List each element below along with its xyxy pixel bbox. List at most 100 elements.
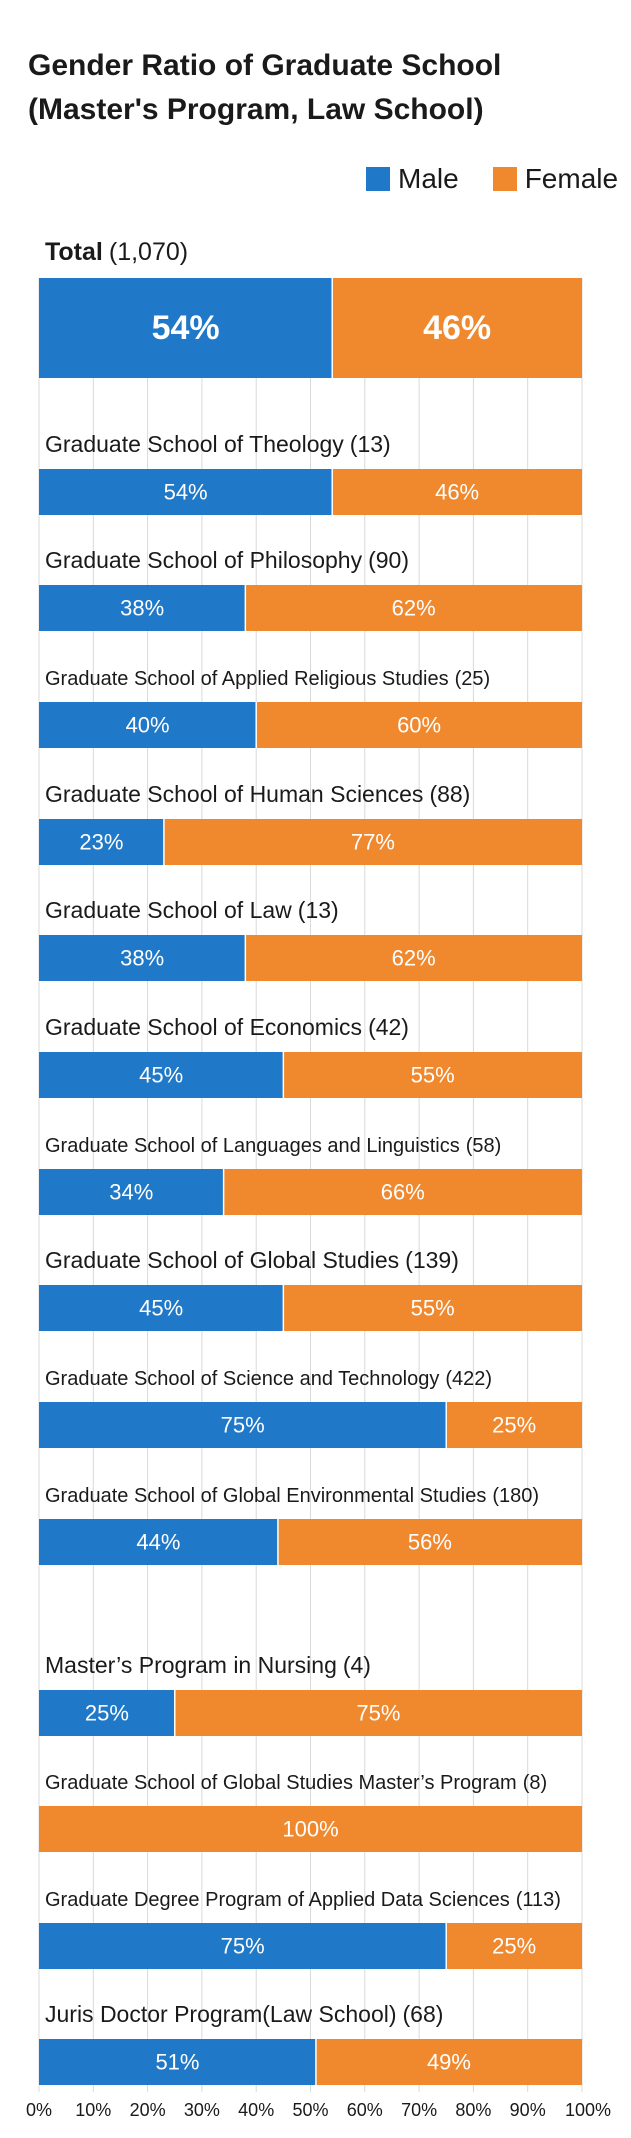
bar-female-10: [277, 1519, 582, 1565]
bar-female-4: [163, 819, 582, 865]
row-count-2: (90): [368, 547, 409, 573]
row-12: Graduate School of Global Studies Master…: [39, 1772, 582, 1852]
x-tick-label-3: 30%: [184, 2100, 220, 2120]
chart-title-line-2: (Master's Program, Law School): [28, 93, 484, 126]
row-label-11: Master’s Program in Nursing (4): [45, 1652, 371, 1678]
row-name-13: Graduate Degree Program of Applied Data …: [45, 1889, 510, 1911]
row-name-11: Master’s Program in Nursing: [45, 1652, 337, 1678]
bar-label-female-3: 60%: [397, 713, 441, 738]
x-tick-label-10: 100%: [565, 2100, 611, 2120]
bar-label-female-9: 25%: [492, 1413, 536, 1438]
row-count-9: (422): [445, 1368, 492, 1390]
row-2: Graduate School of Philosophy (90) 38% 62%: [39, 547, 582, 631]
bar-label-male-0: 54%: [152, 309, 220, 347]
bar-label-female-1: 46%: [435, 480, 479, 505]
row-9: Graduate School of Science and Technolog…: [39, 1368, 582, 1448]
bar-male-0: [39, 278, 333, 378]
bar-female-14: [315, 2039, 582, 2085]
bar-female-13: [446, 1923, 582, 1969]
bar-label-male-9: 75%: [221, 1413, 265, 1438]
bar-label-female-12: 100%: [282, 1817, 338, 1842]
row-count-6: (42): [368, 1014, 409, 1040]
legend-item-male: Male: [366, 163, 459, 195]
row-name-14: Juris Doctor Program(Law School): [45, 2001, 397, 2027]
bar-label-female-4: 77%: [351, 830, 395, 855]
bar-label-male-11: 25%: [85, 1701, 129, 1726]
x-tick-label-0: 0%: [26, 2100, 52, 2120]
bar-female-9: [446, 1402, 582, 1448]
row-3: Graduate School of Applied Religious Stu…: [39, 668, 582, 748]
row-name-7: Graduate School of Languages and Linguis…: [45, 1135, 460, 1157]
bar-female-5: [245, 935, 582, 981]
bar-male-9: [39, 1402, 447, 1448]
bar-label-male-1: 54%: [164, 480, 208, 505]
bar-label-female-2: 62%: [392, 596, 436, 621]
bar-label-male-13: 75%: [221, 1934, 265, 1959]
bar-male-13: [39, 1923, 447, 1969]
row-label-0: Total (1,070): [45, 238, 188, 266]
bar-male-14: [39, 2039, 316, 2085]
x-tick-label-1: 10%: [75, 2100, 111, 2120]
row-10: Graduate School of Global Environmental …: [39, 1485, 582, 1565]
row-count-12: (8): [523, 1772, 547, 1794]
row-count-10: (180): [492, 1485, 539, 1507]
bar-male-6: [39, 1052, 284, 1098]
x-tick-label-4: 40%: [238, 2100, 274, 2120]
bar-male-8: [39, 1285, 284, 1331]
legend-swatch-female: [492, 167, 517, 191]
row-label-13: Graduate Degree Program of Applied Data …: [45, 1889, 561, 1911]
chart-title-line-1: Gender Ratio of Graduate School: [28, 49, 502, 82]
legend: Male Female: [366, 162, 618, 196]
row-name-8: Graduate School of Global Studies: [45, 1247, 399, 1273]
x-tick-label-6: 60%: [347, 2100, 383, 2120]
x-tick-label-9: 90%: [510, 2100, 546, 2120]
row-11: Master’s Program in Nursing (4) 25% 75%: [39, 1652, 582, 1736]
row-label-9: Graduate School of Science and Technolog…: [45, 1368, 492, 1390]
row-0: Total (1,070) 54% 46%: [39, 238, 582, 378]
bar-label-male-3: 40%: [126, 713, 170, 738]
row-name-4: Graduate School of Human Sciences: [45, 781, 423, 807]
row-label-2: Graduate School of Philosophy (90): [45, 547, 409, 573]
bar-label-male-10: 44%: [136, 1530, 180, 1555]
row-count-7: (58): [466, 1135, 502, 1157]
bar-label-female-7: 66%: [381, 1180, 425, 1205]
row-label-6: Graduate School of Economics (42): [45, 1014, 409, 1040]
row-count-0: (1,070): [109, 238, 188, 266]
row-count-14: (68): [403, 2001, 444, 2027]
bar-label-male-8: 45%: [139, 1296, 183, 1321]
legend-swatch-male: [366, 167, 390, 191]
bar-male-11: [39, 1690, 175, 1736]
row-label-7: Graduate School of Languages and Linguis…: [45, 1135, 501, 1157]
row-label-5: Graduate School of Law (13): [45, 897, 339, 923]
row-count-8: (139): [405, 1247, 459, 1273]
bar-female-7: [223, 1169, 582, 1215]
x-tick-label-2: 20%: [130, 2100, 166, 2120]
bar-male-2: [39, 585, 246, 631]
bar-label-male-2: 38%: [120, 596, 164, 621]
row-name-3: Graduate School of Applied Religious Stu…: [45, 668, 449, 690]
row-8: Graduate School of Global Studies (139) 45…: [39, 1247, 582, 1331]
row-name-0: Total: [45, 238, 103, 266]
bar-label-female-13: 25%: [492, 1934, 536, 1959]
row-label-1: Graduate School of Theology (13): [45, 431, 391, 457]
bar-label-female-8: 55%: [411, 1296, 455, 1321]
bar-label-female-0: 46%: [423, 309, 491, 347]
bar-label-male-6: 45%: [139, 1063, 183, 1088]
row-label-14: Juris Doctor Program(Law School) (68): [45, 2001, 443, 2027]
bar-female-11: [174, 1690, 582, 1736]
row-name-9: Graduate School of Science and Technolog…: [45, 1368, 439, 1390]
bar-female-2: [245, 585, 582, 631]
bar-male-7: [39, 1169, 224, 1215]
bar-male-5: [39, 935, 246, 981]
x-axis-ticks: 0% 10% 20% 30% 40% 50% 60% 70% 80% 90% 100%: [26, 2100, 611, 2120]
row-label-4: Graduate School of Human Sciences (88): [45, 781, 470, 807]
x-tick-label-8: 80%: [455, 2100, 491, 2120]
legend-label-male: Male: [398, 163, 459, 194]
bar-label-female-14: 49%: [427, 2050, 471, 2075]
bar-label-male-7: 34%: [109, 1180, 153, 1205]
bar-label-female-10: 56%: [408, 1530, 452, 1555]
row-count-5: (13): [298, 897, 339, 923]
row-label-3: Graduate School of Applied Religious Stu…: [45, 668, 490, 690]
bar-female-8: [283, 1285, 582, 1331]
